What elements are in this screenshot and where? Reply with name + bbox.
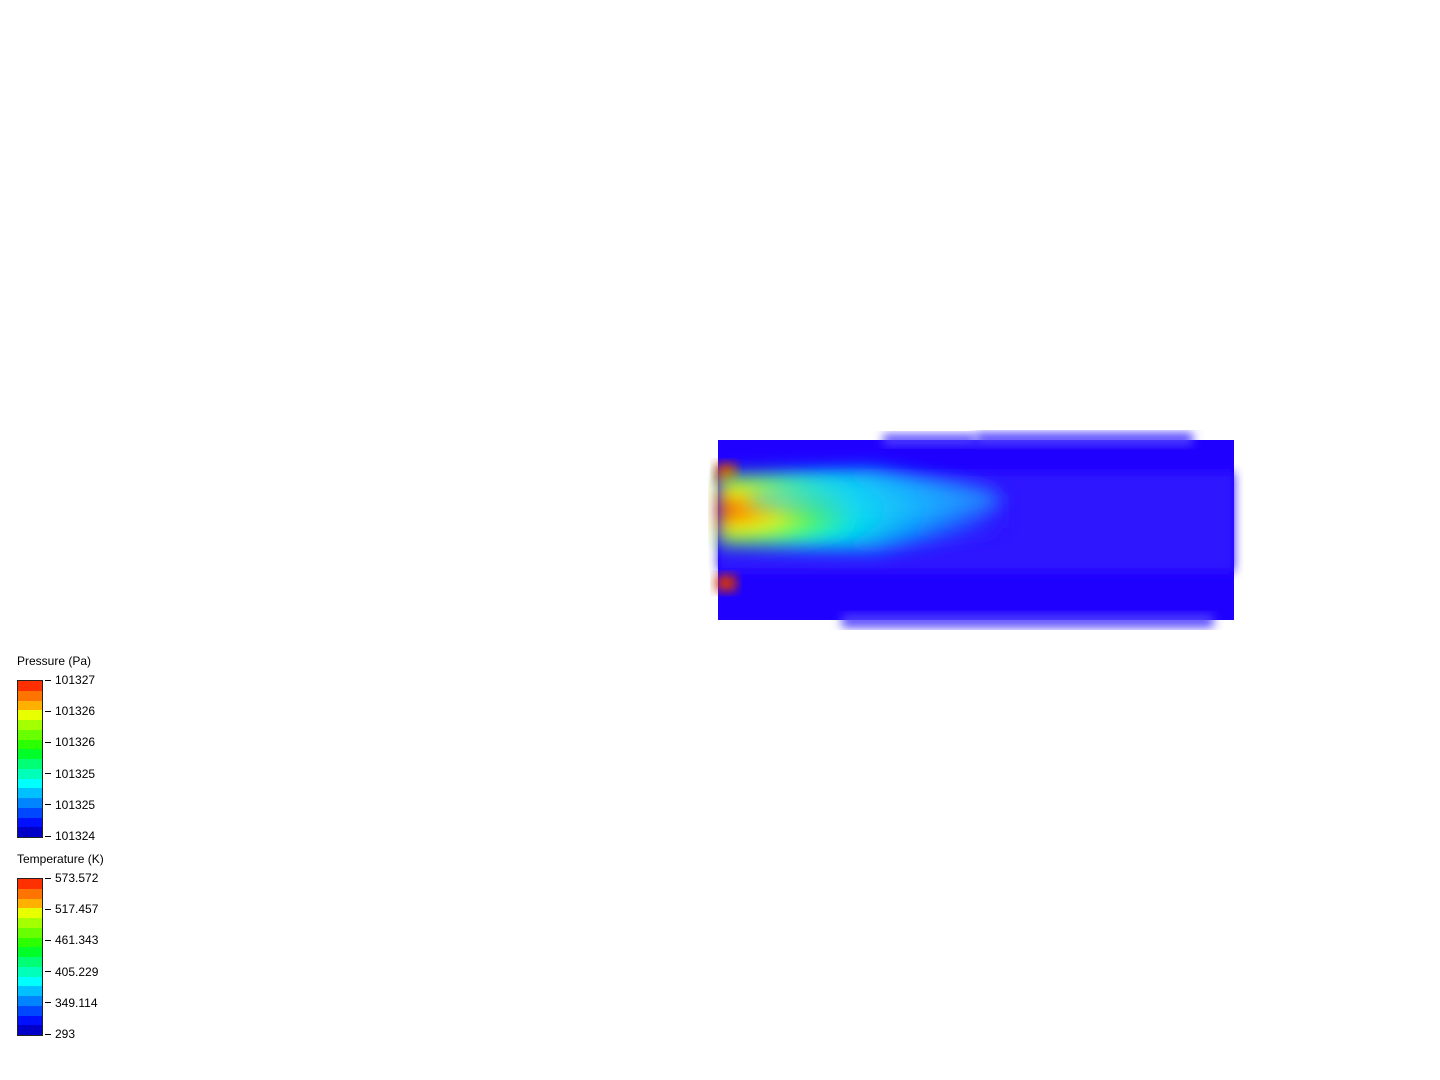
colorbar-swatch (18, 827, 42, 837)
colorbar-swatch (18, 701, 42, 711)
colorbar-swatch (18, 899, 42, 909)
colorbar-tick: 101324 (45, 829, 95, 843)
colorbar-tick-label: 461.343 (55, 933, 98, 947)
simulation-contour-plot (718, 440, 1234, 620)
colorbar-swatch (18, 710, 42, 720)
colorbar-swatch (18, 818, 42, 828)
colorbar-tick-label: 101326 (55, 735, 95, 749)
colorbar-swatch (18, 749, 42, 759)
colorbar-swatch (18, 908, 42, 918)
colorbar-swatches: 101327101326101326101325101325101324 (17, 680, 43, 836)
colorbar-swatch (18, 947, 42, 957)
colorbar-tick-label: 293 (55, 1027, 75, 1041)
colorbar-swatch (18, 918, 42, 928)
colorbar-swatch (18, 798, 42, 808)
colorbar-tick: 349.114 (45, 996, 98, 1010)
colorbar-tick: 461.343 (45, 933, 98, 947)
colorbar-tick-label: 101327 (55, 673, 95, 687)
colorbar-swatch (18, 788, 42, 798)
colorbar-swatch (18, 1006, 42, 1016)
colorbar-title: Temperature (K) (17, 852, 104, 866)
colorbar-tick-label: 517.457 (55, 902, 98, 916)
colorbar-swatch (18, 769, 42, 779)
colorbar-swatch (18, 740, 42, 750)
colorbar-tick-label: 101325 (55, 767, 95, 781)
colorbar-tick-label: 573.572 (55, 871, 98, 885)
colorbar-swatch (18, 967, 42, 977)
colorbar-swatch (18, 730, 42, 740)
colorbar-swatch (18, 996, 42, 1006)
colorbar-swatch (18, 759, 42, 769)
colorbar-swatch (18, 1025, 42, 1035)
colorbar-swatches: 573.572517.457461.343405.229349.114293 (17, 878, 43, 1034)
colorbar-0: Pressure (Pa)101327101326101326101325101… (17, 654, 91, 668)
colorbar-swatch (18, 938, 42, 948)
colorbar-tick: 293 (45, 1027, 75, 1041)
colorbar-tick: 101327 (45, 673, 95, 687)
colorbar-swatch (18, 691, 42, 701)
colorbar-tick: 101325 (45, 798, 95, 812)
colorbar-tick: 517.457 (45, 902, 98, 916)
colorbar-tick: 405.229 (45, 965, 98, 979)
colorbar-title: Pressure (Pa) (17, 654, 91, 668)
colorbar-tick: 573.572 (45, 871, 98, 885)
colorbar-tick-label: 349.114 (55, 996, 98, 1010)
colorbar-tick-label: 101324 (55, 829, 95, 843)
colorbar-swatch (18, 720, 42, 730)
colorbar-swatch (18, 928, 42, 938)
colorbar-swatch (18, 977, 42, 987)
colorbar-swatch (18, 1016, 42, 1026)
colorbar-tick-label: 405.229 (55, 965, 98, 979)
colorbar-swatch (18, 879, 42, 889)
colorbar-tick: 101326 (45, 704, 95, 718)
colorbar-swatch (18, 808, 42, 818)
colorbar-tick-label: 101326 (55, 704, 95, 718)
colorbar-swatch (18, 779, 42, 789)
colorbar-tick: 101326 (45, 735, 95, 749)
colorbar-swatch (18, 986, 42, 996)
colorbar-1: Temperature (K)573.572517.457461.343405.… (17, 852, 104, 866)
colorbar-swatch (18, 889, 42, 899)
colorbar-tick-label: 101325 (55, 798, 95, 812)
colorbar-swatch (18, 681, 42, 691)
colorbar-tick: 101325 (45, 767, 95, 781)
colorbar-swatch (18, 957, 42, 967)
